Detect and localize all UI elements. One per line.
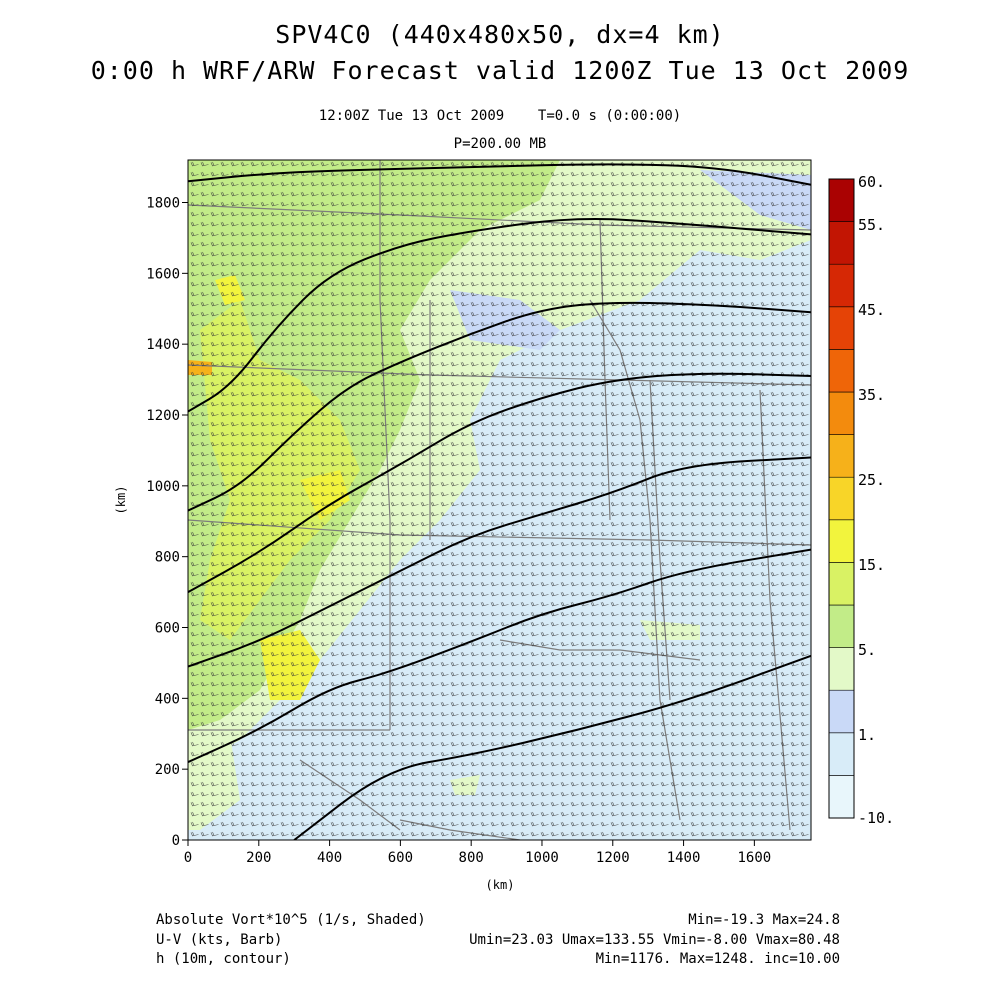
colorbar-swatch	[828, 689, 855, 734]
colorbar-swatch	[828, 604, 855, 648]
colorbar-label: 1.	[858, 726, 876, 744]
x-axis: 0 200 400 600 800 1000 1200 1400 1600	[184, 840, 771, 866]
colorbar-swatch	[828, 519, 855, 563]
colorbar-swatch	[828, 775, 855, 819]
shaded-field-label: Absolute Vort*10^5 (1/s, Shaded)	[156, 912, 426, 928]
y-tick-label: 0	[172, 833, 180, 849]
colorbar-label: 55.	[858, 216, 885, 234]
subtitle-step: T=0.0 s (0:00:00)	[537, 108, 682, 124]
height-contour-1186	[188, 548, 811, 764]
y-tick-label: 200	[155, 762, 180, 778]
x-tick-label: 600	[388, 850, 413, 866]
y-tick-label: 1800	[146, 196, 180, 212]
contour-field-label: h (10m, contour)	[156, 951, 291, 967]
title-line-2: 0:00 h WRF/ARW Forecast valid 1200Z Tue …	[90, 56, 910, 85]
subtitle-time: 12:00Z Tue 13 Oct 2009	[318, 108, 505, 124]
barb-field-label: U-V (kts, Barb)	[156, 932, 283, 948]
x-tick-label: 1000	[525, 850, 559, 866]
colorbar-swatch	[828, 178, 855, 222]
x-tick-label: 0	[184, 850, 192, 866]
colorbar-swatch	[828, 349, 855, 393]
y-tick-label: 800	[155, 550, 180, 566]
subtitle-time-row: 12:00Z Tue 13 Oct 2009 T=0.0 s (0:00:00)	[0, 108, 1000, 124]
height-contours	[188, 163, 811, 840]
y-tick-label: 1600	[146, 266, 180, 282]
vorticity-shading	[188, 160, 811, 840]
colorbar-label: 60.	[858, 173, 885, 191]
colorbar-label: 25.	[858, 471, 885, 489]
colorbar-swatch	[828, 562, 855, 606]
colorbar-label: 5.	[858, 641, 876, 659]
y-tick-label: 1400	[146, 337, 180, 353]
colorbar-swatch	[828, 263, 855, 308]
colorbar-swatch	[828, 476, 855, 521]
colorbar-swatch	[828, 391, 855, 435]
y-tick-label: 1000	[146, 479, 180, 495]
y-axis: 0 200 400 600 800 1000 1200 1400 1600 1800	[146, 196, 188, 849]
contour-field-stats: Min=1176. Max=1248. inc=10.00	[595, 951, 840, 967]
height-contour-1176	[293, 654, 811, 840]
x-tick-label: 1600	[738, 850, 772, 866]
title-line-1: SPV4C0 (440x480x50, dx=4 km)	[275, 20, 725, 49]
y-axis-label: (km)	[114, 486, 128, 515]
shaded-field-stats: Min=-19.3 Max=24.8	[688, 912, 840, 928]
height-contour-1196	[188, 456, 811, 668]
colorbar-swatch	[828, 732, 855, 776]
colorbar-swatch	[828, 434, 855, 478]
x-tick-label: 1400	[667, 850, 701, 866]
height-contour-1236	[188, 163, 811, 186]
subtitle-level: P=200.00 MB	[453, 136, 547, 152]
colorbar: 60. 55. 45. 35. 25. 15. 5. 1. -10.	[828, 173, 894, 827]
y-tick-label: 400	[155, 691, 180, 707]
colorbar-label: 15.	[858, 556, 885, 574]
x-tick-label: 400	[317, 850, 342, 866]
x-axis-label: (km)	[486, 878, 515, 892]
colorbar-label: -10.	[858, 809, 894, 827]
colorbar-label: 45.	[858, 301, 885, 319]
height-contour-1206	[188, 372, 811, 593]
y-tick-label: 600	[155, 621, 180, 637]
x-tick-label: 200	[246, 850, 271, 866]
height-contour-1226	[188, 218, 811, 413]
x-tick-label: 1200	[596, 850, 630, 866]
colorbar-swatch	[828, 647, 855, 691]
plot-frame	[187, 159, 812, 841]
y-tick-label: 1200	[146, 408, 180, 424]
colorbar-swatch	[828, 221, 855, 265]
height-contour-1216	[188, 301, 811, 512]
colorbar-label: 35.	[858, 386, 885, 404]
barb-field-stats: Umin=23.03 Umax=133.55 Vmin=-8.00 Vmax=8…	[469, 932, 840, 948]
colorbar-swatch	[828, 306, 855, 350]
x-tick-label: 800	[459, 850, 484, 866]
